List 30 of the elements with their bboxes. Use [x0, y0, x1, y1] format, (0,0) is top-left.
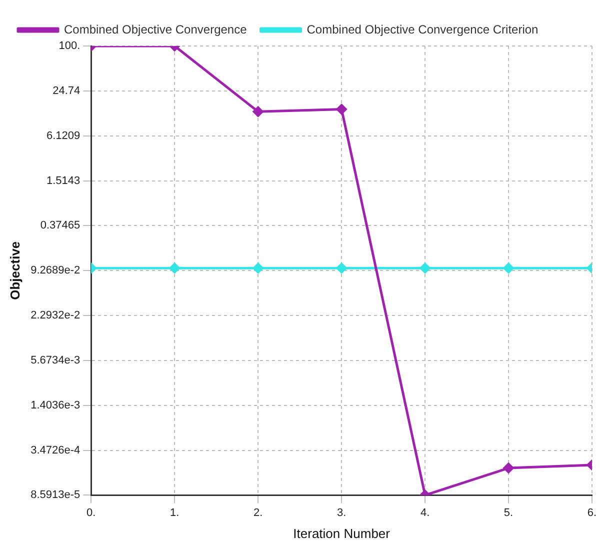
y-tick-label: 2.2932e-2: [30, 310, 80, 322]
x-tick-label: 1.: [170, 506, 180, 519]
y-tick-label: 24.74: [52, 84, 80, 97]
point: [420, 262, 430, 274]
point: [252, 106, 264, 117]
y-tick-label: 100.: [58, 40, 80, 52]
x-tick-label: 3.: [336, 506, 346, 519]
x-tick-label: 0.: [86, 506, 96, 519]
legend-label: Combined Objective Convergence Criterion: [306, 22, 538, 36]
y-tick-label: 9.2689e-2: [30, 264, 80, 277]
y-tick-label: 6.1209: [46, 130, 80, 142]
x-tick-label: 6.: [587, 506, 597, 519]
x-tick-label: 5.: [504, 506, 514, 519]
point: [503, 462, 514, 474]
point: [336, 262, 347, 274]
y-tick-label: 8.5913e-5: [30, 489, 80, 502]
y-tick-label: 1.4036e-3: [30, 399, 80, 412]
y-axis-title: Objective: [7, 241, 22, 300]
point: [169, 262, 180, 274]
x-tick-label: 2.: [254, 506, 263, 519]
point: [503, 262, 514, 274]
legend-label: Combined Objective Convergence: [64, 22, 248, 36]
x-axis-title: Iteration Number: [293, 526, 391, 541]
y-tick-label: 3.4726e-4: [30, 444, 80, 456]
y-tick-label: 1.5143: [46, 174, 80, 187]
y-tick-label: 5.6734e-3: [30, 354, 80, 366]
y-tick-label: 0.37465: [40, 220, 80, 232]
point: [336, 104, 347, 114]
x-tick-label: 4.: [420, 506, 430, 519]
point: [252, 262, 264, 274]
